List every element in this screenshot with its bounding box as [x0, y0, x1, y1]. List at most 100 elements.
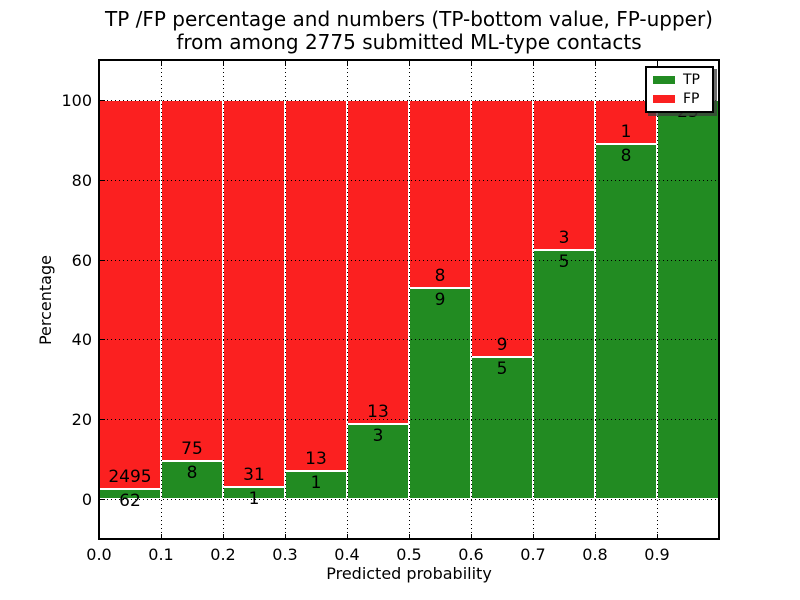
tp-count-label: 1 — [310, 472, 322, 493]
fp-count-label: 13 — [367, 402, 389, 423]
x-tick-mark-bottom — [533, 534, 534, 539]
vertical-gridline — [471, 60, 472, 539]
tp-bar-segment — [471, 356, 533, 500]
legend-row: TP — [653, 73, 706, 87]
horizontal-gridline — [99, 179, 719, 181]
vertical-gridline — [347, 60, 348, 539]
vertical-gridline — [285, 60, 286, 539]
x-tick-mark-bottom — [223, 534, 224, 539]
horizontal-gridline — [99, 259, 719, 261]
plot-area — [99, 60, 719, 539]
chart-title-line2: from among 2775 submitted ML-type contac… — [176, 30, 642, 54]
tp-count-label: 8 — [620, 146, 632, 167]
x-tick-label: 0.3 — [272, 545, 298, 564]
legend-row: FP — [653, 92, 706, 106]
legend-label-fp: FP — [683, 91, 700, 107]
fp-count-label: 8 — [434, 265, 446, 286]
x-tick-mark-bottom — [347, 534, 348, 539]
fp-count-label: 2495 — [108, 467, 152, 488]
x-tick-mark-top — [595, 61, 596, 66]
tp-count-label: 62 — [119, 491, 141, 512]
tp-bar-segment — [533, 249, 595, 500]
y-tick-mark-left — [100, 339, 105, 341]
x-tick-mark-top — [161, 61, 162, 66]
horizontal-gridline — [99, 99, 719, 101]
fp-bar-segment — [347, 99, 409, 425]
fp-count-label: 75 — [181, 438, 203, 459]
x-tick-mark-top — [533, 61, 534, 66]
tp-count-label: 5 — [496, 358, 508, 379]
fp-count-label: 31 — [243, 464, 265, 485]
chart-title-line1: TP /FP percentage and numbers (TP-bottom… — [105, 7, 713, 31]
tp-count-label: 5 — [558, 251, 570, 272]
x-tick-label: 0.8 — [582, 545, 608, 564]
fp-bar-segment — [99, 99, 161, 490]
horizontal-gridline — [99, 419, 719, 421]
y-tick-mark-left — [100, 179, 105, 181]
x-tick-mark-bottom — [285, 534, 286, 539]
tp-count-label: 1 — [248, 488, 260, 509]
horizontal-gridline — [99, 499, 719, 501]
fp-bar-segment — [409, 99, 471, 288]
x-tick-label: 0.2 — [210, 545, 236, 564]
y-tick-label: 20 — [71, 410, 92, 430]
x-tick-mark-bottom — [161, 534, 162, 539]
y-tick-label: 100 — [61, 90, 92, 110]
tp-bar-segment — [657, 99, 719, 500]
fp-count-label: 13 — [305, 448, 327, 469]
x-tick-mark-bottom — [657, 534, 658, 539]
x-axis-label: Predicted probability — [326, 564, 492, 583]
x-tick-mark-bottom — [99, 534, 100, 539]
x-tick-label: 0.0 — [86, 545, 112, 564]
vertical-gridline — [409, 60, 410, 539]
y-tick-mark-left — [100, 259, 105, 261]
fp-bar-segment — [161, 99, 223, 461]
x-tick-label: 0.5 — [396, 545, 422, 564]
fp-bar-segment — [223, 99, 285, 487]
x-tick-label: 0.4 — [334, 545, 360, 564]
x-tick-mark-top — [657, 61, 658, 66]
tp-bar-segment — [161, 460, 223, 500]
y-tick-label: 60 — [71, 250, 92, 270]
vertical-gridline — [657, 60, 658, 539]
legend-swatch-fp — [653, 95, 675, 103]
tp-bar-segment — [595, 144, 657, 500]
legend: TP FP — [645, 66, 714, 113]
x-tick-mark-top — [471, 61, 472, 66]
x-tick-mark-top — [285, 61, 286, 66]
y-tick-mark-left — [100, 499, 105, 501]
y-tick-label: 0 — [81, 490, 92, 510]
x-tick-mark-bottom — [595, 534, 596, 539]
x-tick-label: 0.9 — [644, 545, 670, 564]
x-tick-mark-bottom — [409, 534, 410, 539]
vertical-gridline — [533, 60, 534, 539]
y-tick-mark-left — [100, 99, 105, 101]
tp-bar-segment — [285, 470, 347, 500]
x-tick-mark-top — [409, 61, 410, 66]
tp-count-label: 3 — [372, 426, 384, 447]
fp-count-label: 9 — [496, 334, 508, 355]
vertical-gridline — [223, 60, 224, 539]
x-tick-mark-top — [347, 61, 348, 66]
tp-count-label: 8 — [186, 462, 198, 483]
x-tick-label: 0.6 — [458, 545, 484, 564]
legend-swatch-tp — [653, 76, 675, 84]
tp-count-label: 9 — [434, 289, 446, 310]
fp-bar-segment — [285, 99, 347, 471]
x-tick-mark-bottom — [471, 534, 472, 539]
x-tick-label: 0.7 — [520, 545, 546, 564]
fp-count-label: 3 — [558, 227, 570, 248]
horizontal-gridline — [99, 339, 719, 341]
tp-bar-segment — [409, 287, 471, 500]
legend-label-tp: TP — [683, 72, 700, 88]
fp-count-label: 1 — [620, 122, 632, 143]
vertical-gridline — [595, 60, 596, 539]
y-tick-mark-left — [100, 419, 105, 421]
vertical-gridline — [161, 60, 162, 539]
x-tick-label: 0.1 — [148, 545, 174, 564]
x-tick-mark-top — [99, 61, 100, 66]
y-tick-label: 80 — [71, 170, 92, 190]
y-tick-label: 40 — [71, 330, 92, 350]
fp-bar-segment — [471, 99, 533, 357]
